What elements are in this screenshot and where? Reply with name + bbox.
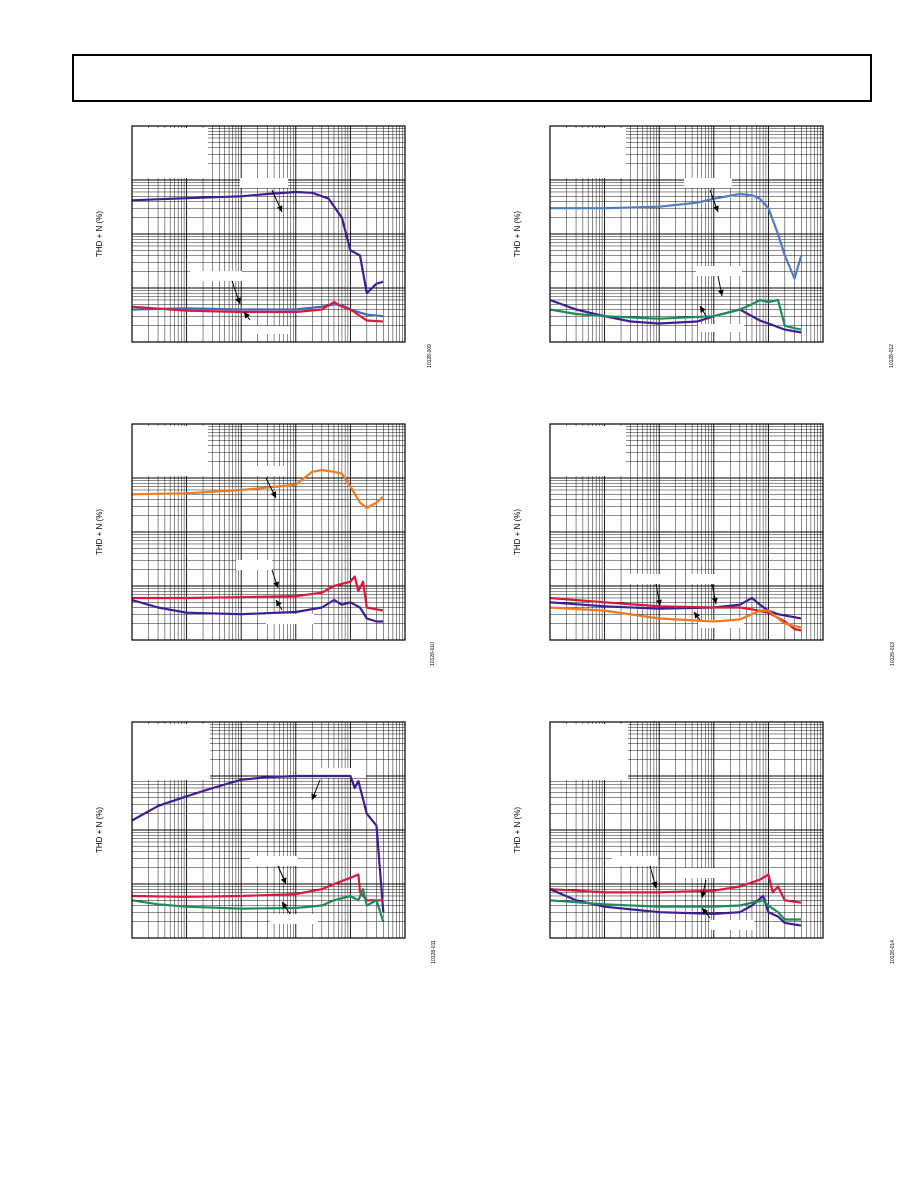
annotation-box: [242, 326, 288, 334]
figure-id: 10128-013: [890, 642, 896, 666]
arrow-head: [235, 297, 241, 304]
arrow-head: [280, 877, 287, 884]
plot-frame: [131, 423, 406, 641]
grid-lines: [549, 424, 823, 641]
arrow-head: [700, 891, 707, 898]
figure-id: 10128-010: [430, 642, 436, 666]
arrow-head: [717, 289, 724, 296]
series-line-3: [549, 606, 802, 629]
arrow-head: [713, 205, 719, 212]
arrow-head: [273, 581, 279, 588]
series-line-3: [131, 888, 385, 923]
figure-id: 10128-009: [427, 344, 433, 368]
series-line-1: [131, 190, 384, 295]
chart-panel-bottom-right: THD + N (%) 10128-014: [513, 721, 896, 964]
arrow-head: [700, 306, 706, 313]
annotation-box: [688, 574, 728, 584]
series-line-3: [549, 899, 802, 921]
series-line-3: [131, 300, 384, 323]
annotation-box: [270, 914, 318, 924]
plot-frame: [549, 125, 824, 343]
grid-lines: [131, 722, 405, 939]
annotation-box: [266, 614, 314, 624]
arrow-head: [711, 597, 718, 604]
annotation-box: [240, 178, 288, 188]
plot-frame: [549, 423, 824, 641]
annotation-box: [236, 560, 272, 570]
annotation-box: [250, 856, 298, 866]
series-line-1: [131, 469, 385, 509]
series-line-1: [549, 596, 802, 620]
y-axis-label: THD + N (%): [95, 509, 104, 555]
plot-frame: [131, 125, 406, 343]
annotation-box: [318, 768, 366, 778]
figure-id: 10128-014: [890, 940, 896, 964]
arrow-head: [282, 902, 288, 909]
figure-id: 10128-011: [431, 940, 437, 964]
series-line-2: [132, 575, 384, 612]
arrow-head: [276, 600, 282, 607]
chart-panel-middle-right: THD + N (%) 10128-013: [513, 423, 896, 666]
annotation-box: [132, 724, 210, 780]
arrow-head: [311, 793, 318, 800]
arrow-head: [276, 205, 283, 212]
arrow-head: [655, 599, 662, 606]
annotation-box: [698, 620, 744, 628]
y-axis-label: THD + N (%): [513, 807, 522, 853]
arrow-head: [702, 908, 709, 915]
annotation-box: [550, 426, 626, 476]
series-line-3: [131, 598, 384, 623]
chart-panel-top-right: THD + N (%) 10128-012: [513, 125, 895, 368]
arrow-head: [270, 491, 276, 498]
y-axis-label: THD + N (%): [513, 509, 522, 555]
series-line-1: [550, 192, 803, 280]
y-axis-label: THD + N (%): [95, 211, 104, 257]
chart-panel-middle-left: THD + N (%) 10128-010: [95, 423, 436, 666]
y-axis-label: THD + N (%): [513, 211, 522, 257]
chart-panel-top-left: THD + N (%) 10128-009: [95, 125, 433, 368]
series-line-1: [549, 873, 802, 904]
page-header-box: [72, 54, 872, 102]
series-line-2: [549, 888, 802, 927]
arrow-head: [694, 612, 700, 619]
annotation-box: [190, 271, 242, 281]
annotation-box: [550, 724, 628, 780]
chart-panel-bottom-left: THD + N (%) 10128-011: [95, 721, 437, 964]
annotation-box: [678, 868, 722, 878]
annotation-box: [698, 324, 744, 332]
arrow-head: [244, 312, 250, 319]
annotation-box: [132, 128, 208, 178]
plot-frame: [131, 721, 406, 939]
annotation-box: [132, 426, 208, 476]
annotation-box: [710, 920, 754, 930]
annotation-box: [696, 266, 742, 276]
annotation-box: [622, 574, 668, 584]
arrow-head: [651, 881, 658, 888]
y-axis-label: THD + N (%): [95, 807, 104, 853]
annotation-box: [612, 856, 658, 866]
annotation-box: [684, 178, 732, 188]
series-line-2: [131, 873, 384, 902]
series-line-1: [131, 774, 385, 913]
plot-frame: [549, 721, 824, 939]
series-line-3: [549, 298, 802, 331]
annotation-box: [550, 128, 626, 178]
annotation-box: [246, 466, 284, 476]
figure-id: 10128-012: [889, 344, 895, 368]
